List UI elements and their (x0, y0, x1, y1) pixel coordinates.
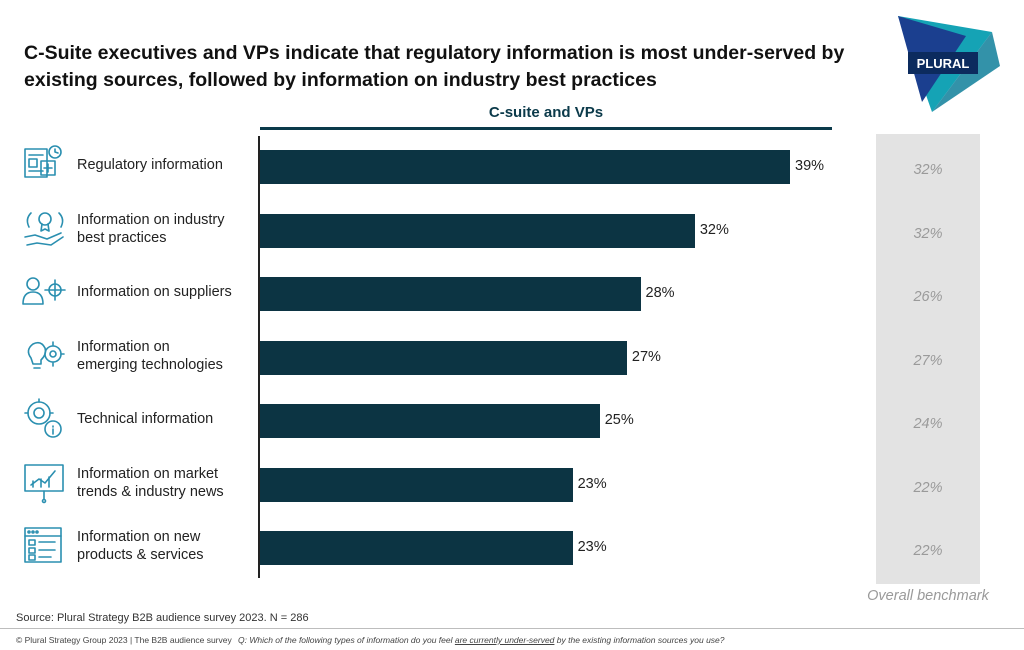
category-label: Information on emerging technologies (77, 338, 255, 374)
category-label-line: trends & industry news (77, 483, 224, 500)
category-label-line: Information on new (77, 529, 201, 545)
bar-value-label: 25% (604, 412, 634, 428)
category-label: Technical information (77, 410, 255, 428)
bar-value-label: 32% (699, 221, 729, 238)
source-note: Source: Plural Strategy B2B audience sur… (16, 612, 309, 624)
emerging-tech-bulb-gear-icon (20, 334, 68, 378)
bar (260, 404, 600, 438)
bar (260, 531, 573, 565)
question-pre: Q: Which of the following types of infor… (238, 635, 455, 645)
technical-gear-info-icon (20, 397, 68, 441)
benchmark-value: 32% (913, 225, 943, 242)
bar (260, 467, 573, 502)
market-trends-board-icon (20, 461, 68, 505)
benchmark-value: 26% (913, 289, 943, 305)
category-label-line: Information on suppliers (77, 284, 232, 300)
category-axis-line (258, 136, 260, 578)
benchmark-value: 22% (913, 479, 943, 496)
category-label-line: best practices (77, 229, 167, 246)
bar (260, 277, 641, 311)
category-label-line: Technical information (77, 411, 214, 427)
category-label-line: Regulatory information (77, 157, 223, 173)
bar (260, 150, 790, 184)
category-label: Information on suppliers (77, 283, 255, 301)
bar-value-label: 23% (577, 539, 607, 555)
survey-question: Q: Which of the following types of infor… (238, 635, 725, 645)
new-products-list-icon (20, 524, 68, 568)
benchmark-value: 24% (913, 416, 943, 432)
series-header-rule (260, 127, 832, 130)
plural-logo: PLURAL (898, 16, 1000, 112)
supplier-target-icon (20, 270, 68, 314)
bar-value-label: 23% (577, 475, 607, 492)
bar-value-label: 39% (795, 158, 825, 174)
category-label-line: Information on (77, 338, 170, 355)
bar-value-label: 28% (645, 285, 675, 301)
bar-value-label: 27% (631, 348, 661, 365)
benchmark-value: 22% (913, 543, 943, 559)
bar (260, 340, 627, 375)
category-label: Information on new products & services (77, 528, 255, 564)
benchmark-value: 32% (913, 162, 943, 178)
best-practice-award-icon (20, 207, 68, 251)
category-label-line: Information on market (77, 465, 219, 482)
benchmark-panel (876, 134, 980, 584)
regulation-document-icon (20, 143, 68, 187)
copyright: © Plural Strategy Group 2023 | The B2B a… (16, 635, 232, 645)
category-label: Information on industry best practices (77, 211, 255, 247)
bar (260, 213, 695, 248)
benchmark-value: 27% (913, 352, 943, 369)
benchmark-label: Overall benchmark (867, 588, 989, 604)
question-post: by the existing information sources you … (554, 635, 725, 645)
footer-divider (0, 628, 1024, 629)
category-label-line: emerging technologies (77, 356, 223, 373)
chart-title: C-Suite executives and VPs indicate that… (24, 42, 845, 91)
question-underlined: are currently under-served (454, 635, 555, 645)
category-label: Information on market trends & industry n… (77, 465, 255, 501)
category-label-line: Information on industry (77, 211, 225, 228)
series-header: C-suite and VPs (488, 104, 604, 121)
category-label: Regulatory information (77, 156, 255, 174)
category-label-line: products & services (77, 547, 204, 563)
logo-text: PLURAL (917, 56, 970, 71)
